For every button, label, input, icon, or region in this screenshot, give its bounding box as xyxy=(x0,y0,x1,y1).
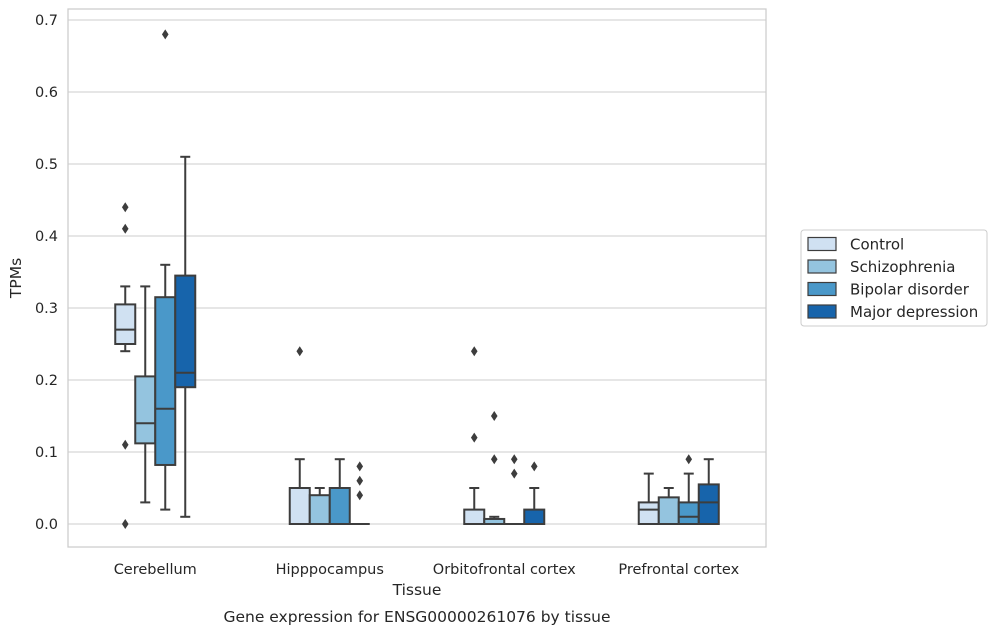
outlier-point xyxy=(470,346,478,357)
box-body xyxy=(288,487,311,525)
y-tick-label: 0.5 xyxy=(35,157,58,173)
box xyxy=(657,487,680,525)
y-tick-label: 0.7 xyxy=(35,13,58,29)
legend-frame xyxy=(800,229,988,327)
outlier-point xyxy=(121,519,129,529)
outlier-point xyxy=(470,432,478,443)
outlier-point xyxy=(685,454,693,465)
y-tick-label: 0.1 xyxy=(35,445,58,461)
outlier-point xyxy=(121,223,129,234)
box-body xyxy=(697,483,720,525)
box-body xyxy=(463,508,486,526)
outlier-point xyxy=(490,411,498,421)
box xyxy=(174,155,197,518)
legend: Control Schizophrenia Bipolar disorder Majo… xyxy=(800,229,988,327)
y-tick-label: 0.3 xyxy=(35,301,58,317)
box xyxy=(483,411,506,526)
series-major-depression xyxy=(174,155,720,526)
legend-label: Bipolar disorder xyxy=(850,281,970,299)
y-tick-label: 0.0 xyxy=(35,517,58,533)
box-body xyxy=(134,375,157,445)
box-body xyxy=(154,296,177,466)
outlier-point xyxy=(296,346,304,357)
outlier-point xyxy=(121,202,129,213)
box xyxy=(504,454,525,525)
legend-label: Major depression xyxy=(850,303,978,321)
outlier-point xyxy=(510,454,518,465)
series-schizophrenia xyxy=(134,285,680,526)
outlier-point xyxy=(510,468,518,479)
legend-swatch xyxy=(807,259,837,274)
box-body xyxy=(174,274,197,389)
outlier-point xyxy=(490,454,498,465)
y-tick-label: 0.2 xyxy=(35,373,58,389)
legend-label: Schizophrenia xyxy=(850,258,955,276)
box-body xyxy=(657,496,680,525)
y-tick-label: 0.6 xyxy=(35,85,58,101)
y-axis-ticks: 0.0 0.1 0.2 0.3 0.4 0.5 0.6 0.7 xyxy=(35,13,58,533)
outlier-point xyxy=(356,461,364,472)
y-tick-label: 0.4 xyxy=(35,229,58,245)
x-tick-label: Orbitofrontal cortex xyxy=(433,562,576,578)
x-tick-label: Cerebellum xyxy=(114,562,197,578)
box-body xyxy=(308,494,331,526)
series-bipolar-disorder xyxy=(154,29,700,525)
x-axis-ticks: Cerebellum Hipppocampus Orbitofrontal cort… xyxy=(114,562,740,578)
outlier-point xyxy=(530,461,538,472)
legend-label: Control xyxy=(850,236,904,254)
legend-swatch xyxy=(807,236,837,252)
chart-caption: Gene expression for ENSG00000261076 by t… xyxy=(223,608,610,626)
x-tick-label: Hipppocampus xyxy=(276,562,384,578)
box xyxy=(328,458,351,525)
box xyxy=(463,346,486,526)
box xyxy=(114,202,137,529)
box-body xyxy=(677,501,700,525)
outlier-point xyxy=(356,475,364,486)
legend-swatch xyxy=(807,304,837,319)
box-body xyxy=(328,487,351,525)
y-axis-label: TPMs xyxy=(7,258,25,299)
plot-frame xyxy=(67,8,767,548)
box xyxy=(697,458,720,525)
outlier-point xyxy=(356,490,364,501)
box-body xyxy=(523,508,546,526)
box-series xyxy=(114,29,720,529)
box xyxy=(677,454,700,525)
box xyxy=(523,461,546,526)
box-body xyxy=(637,501,660,525)
series-control xyxy=(114,202,660,529)
box xyxy=(288,346,311,525)
outlier-point xyxy=(161,29,169,40)
x-tick-label: Prefrontal cortex xyxy=(618,562,739,578)
x-axis-label: Tissue xyxy=(392,581,442,599)
legend-swatch xyxy=(807,281,837,297)
box xyxy=(349,461,370,525)
outlier-point xyxy=(121,439,129,450)
box-body xyxy=(114,303,137,345)
